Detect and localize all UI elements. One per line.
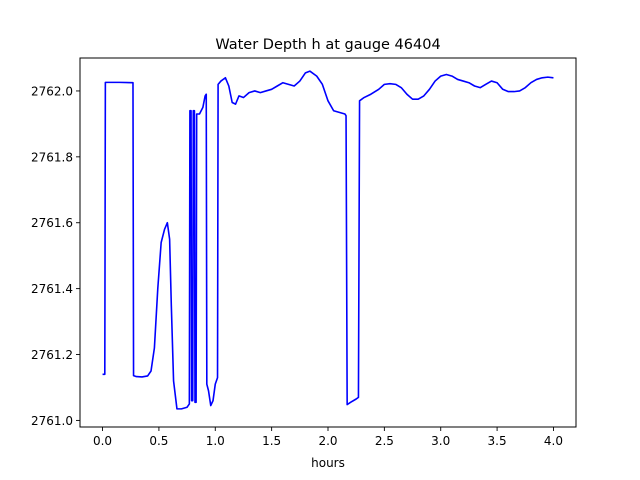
x-axis-label: hours [311, 456, 345, 470]
x-tick-label: 1.0 [206, 434, 225, 448]
x-tick-label: 3.0 [431, 434, 450, 448]
y-tick-label: 2762.0 [31, 84, 73, 98]
y-axis: 2761.0 2761.2 2761.4 2761.6 2761.8 2762.0 [31, 84, 80, 428]
x-tick-label: 0.0 [93, 434, 112, 448]
x-tick-label: 3.5 [488, 434, 507, 448]
x-axis: 0.0 0.5 1.0 1.5 2.0 2.5 3.0 3.5 4.0 [93, 427, 563, 448]
x-tick-label: 1.5 [262, 434, 281, 448]
y-tick-label: 2761.8 [31, 150, 73, 164]
x-tick-label: 2.5 [375, 434, 394, 448]
y-tick-label: 2761.6 [31, 216, 73, 230]
y-tick-label: 2761.0 [31, 414, 73, 428]
series-line [102, 70, 554, 410]
x-tick-label: 2.0 [318, 434, 337, 448]
y-tick-label: 2761.4 [31, 282, 73, 296]
y-tick-label: 2761.2 [31, 348, 73, 362]
chart-title: Water Depth h at gauge 46404 [215, 37, 440, 53]
x-tick-label: 4.0 [544, 434, 563, 448]
x-tick-label: 0.5 [149, 434, 168, 448]
